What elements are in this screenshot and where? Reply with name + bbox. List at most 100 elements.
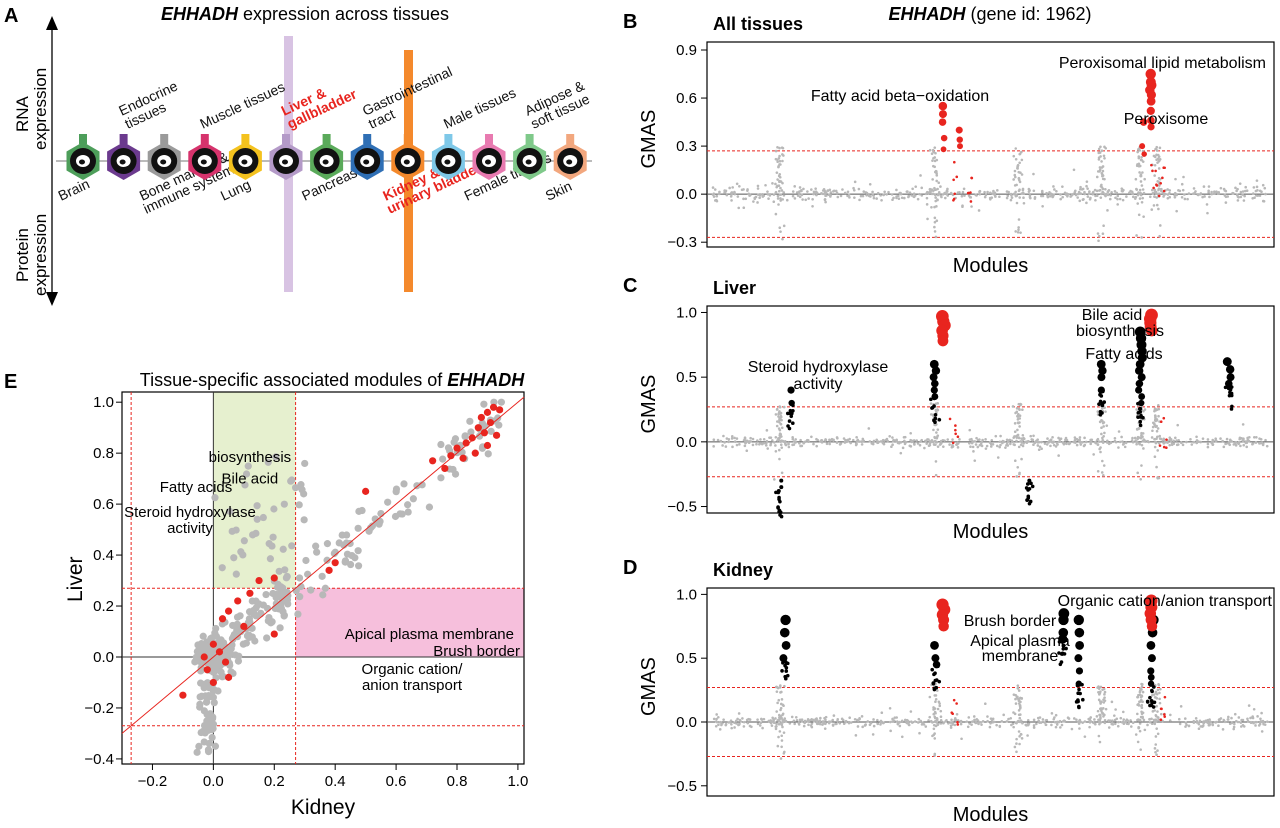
module-point [939, 185, 942, 188]
module-point [437, 474, 445, 482]
module-point-sig-black [1138, 402, 1143, 406]
module-point [972, 450, 975, 453]
module-point [970, 205, 973, 208]
module-point [1099, 685, 1103, 689]
module-point [718, 190, 721, 194]
module-point [1055, 723, 1059, 726]
panel-letter: C [623, 275, 637, 297]
module-point [823, 439, 827, 442]
module-point-sig-black [929, 397, 933, 402]
module-point [865, 191, 869, 195]
module-point [780, 189, 784, 192]
module-point [996, 456, 1000, 459]
module-point [936, 718, 939, 722]
module-point [747, 192, 751, 196]
module-point [1151, 694, 1154, 697]
module-point [1233, 722, 1236, 726]
module-point [1141, 683, 1144, 686]
module-point [721, 722, 724, 725]
module-point [1141, 160, 1145, 163]
module-point [1155, 149, 1159, 152]
module-point [754, 195, 758, 199]
module-point [1026, 734, 1029, 737]
module-point [1009, 716, 1013, 720]
module-point [1155, 196, 1159, 199]
module-point [1114, 722, 1117, 726]
module-point [742, 197, 745, 201]
module-point [1104, 187, 1107, 191]
module-point-sig [940, 146, 947, 153]
module-point [1142, 409, 1145, 413]
module-point [1224, 201, 1228, 204]
module-point-sig [221, 658, 230, 666]
annotation: Organic cation/anion transport [1058, 593, 1273, 610]
module-point [933, 732, 936, 735]
module-point [853, 196, 856, 199]
module-point [807, 723, 810, 727]
module-point-sig [1145, 324, 1158, 337]
module-point [936, 707, 940, 711]
module-point [1201, 724, 1205, 727]
module-point [931, 159, 934, 162]
module-point [1043, 721, 1047, 724]
module-point [1238, 182, 1242, 185]
module-point [966, 725, 970, 729]
module-point [862, 190, 866, 193]
module-point-sig-black [1058, 662, 1063, 667]
module-point [1035, 722, 1038, 726]
module-point [1055, 441, 1059, 445]
module-point [1139, 174, 1143, 178]
module-point [1140, 464, 1143, 467]
module-point [938, 702, 941, 705]
module-point [962, 187, 966, 191]
module-point [1136, 695, 1139, 699]
module-point [1022, 201, 1026, 205]
tissue-label: Muscle tissues [197, 78, 287, 131]
module-point [935, 431, 938, 434]
module-point-sig-black [783, 676, 788, 681]
module-point [1140, 712, 1144, 716]
module-point-sig-black [1075, 683, 1080, 688]
module-point [756, 187, 760, 190]
module-point [847, 193, 851, 196]
module-point [1052, 185, 1055, 188]
module-point [941, 193, 945, 196]
module-point-sig [447, 452, 455, 460]
module-point [1098, 440, 1101, 443]
module-point [744, 197, 748, 201]
module-point [847, 721, 851, 725]
module-point [1018, 161, 1021, 165]
module-point-sig [1161, 176, 1164, 180]
module-point-sig-black [776, 506, 780, 510]
module-point [1097, 685, 1100, 688]
module-point [1190, 443, 1194, 446]
module-point [1029, 196, 1032, 200]
module-point [1168, 195, 1172, 199]
module-point [930, 205, 933, 209]
module-point [1094, 198, 1097, 202]
module-point [755, 442, 758, 446]
module-point [1016, 414, 1019, 418]
module-point [743, 436, 747, 440]
module-point [775, 710, 778, 713]
y-tick-label: 0.2 [93, 598, 114, 615]
module-point-sig [956, 143, 963, 150]
x-tick-label: 1.0 [507, 773, 528, 790]
tissue-kidney-urinary-bladder [391, 134, 425, 180]
module-point [970, 441, 974, 445]
annotation: Steroid hydroxylase [748, 359, 889, 376]
module-point [783, 717, 787, 720]
module-point-sig-black [1026, 496, 1031, 500]
module-point [1051, 195, 1055, 198]
module-point [774, 182, 777, 186]
module-point [1134, 733, 1138, 736]
module-point [1150, 436, 1154, 439]
module-point [354, 524, 362, 532]
module-point-sig-black [1147, 654, 1156, 663]
module-point [347, 560, 355, 569]
module-point [1085, 180, 1089, 183]
module-point [899, 451, 903, 455]
module-point [1185, 440, 1188, 444]
module-point [936, 198, 939, 201]
y-axis-label: GMAS [638, 375, 660, 434]
